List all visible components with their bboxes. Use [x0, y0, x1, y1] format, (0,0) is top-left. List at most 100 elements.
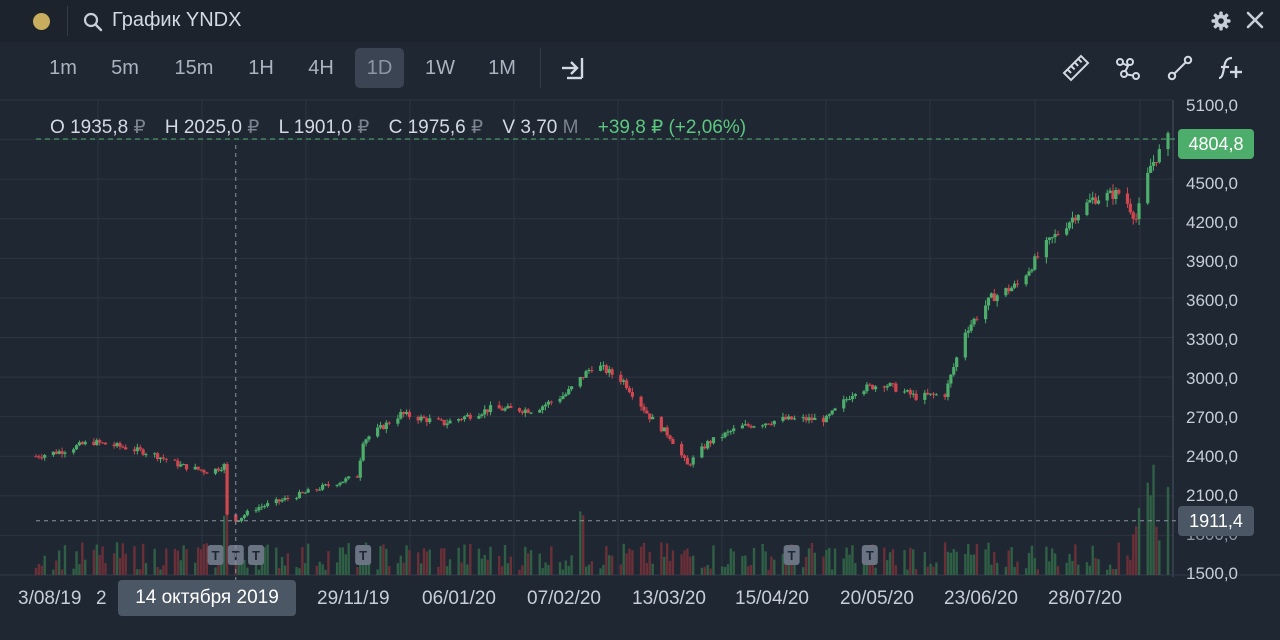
candle-body	[83, 441, 87, 445]
volume-bar	[425, 551, 429, 575]
timeframe-1h[interactable]: 1H	[248, 57, 274, 79]
volume-bar	[567, 565, 570, 575]
candle-body	[112, 444, 116, 447]
volume-bar	[1077, 564, 1080, 575]
volume-bar	[544, 562, 547, 575]
candle-body	[51, 451, 55, 456]
volume-bar	[318, 561, 321, 575]
volume-bar	[78, 564, 81, 575]
candle-body	[619, 374, 623, 382]
volume-bar	[304, 563, 307, 575]
timeframe-4h[interactable]: 4H	[308, 57, 334, 79]
y-tick-label: 2400,0	[1186, 447, 1238, 466]
candle-body	[1088, 199, 1092, 203]
volume-bar	[104, 562, 107, 575]
volume-bar	[214, 567, 217, 575]
candle-body	[1134, 218, 1138, 220]
volume-bar	[144, 563, 148, 575]
close-label: C	[388, 117, 403, 138]
gear-icon[interactable]	[1211, 11, 1231, 31]
candle-body	[1070, 217, 1075, 223]
volume-bar	[720, 566, 724, 575]
timeframe-1mo[interactable]: 1M	[488, 57, 516, 79]
close-icon[interactable]	[1245, 10, 1265, 30]
candle-body	[1149, 165, 1153, 173]
volume-bar	[341, 547, 345, 575]
volume-bar	[283, 565, 287, 575]
window-status-dot[interactable]	[33, 13, 50, 30]
candle-body	[642, 406, 646, 411]
volume-bar	[883, 547, 886, 575]
timeframe-15m[interactable]: 15m	[174, 57, 214, 79]
candle-body	[103, 442, 108, 445]
volume-bar	[804, 556, 808, 575]
search-icon[interactable]	[83, 12, 103, 32]
volume-bar	[298, 568, 301, 575]
candle-body	[497, 405, 501, 409]
volume-bar	[121, 543, 125, 575]
x-tick-label: 2	[96, 588, 107, 609]
timeframe-1w[interactable]: 1W	[425, 57, 455, 79]
volume-bar	[84, 559, 87, 575]
volume-bar	[689, 556, 692, 575]
trend-line-icon[interactable]	[1166, 54, 1194, 82]
candle-body	[862, 391, 866, 395]
volume-bar	[1016, 561, 1019, 575]
candle-body	[680, 443, 684, 456]
volume-bar	[176, 550, 180, 575]
candle-body	[668, 435, 672, 440]
candle-body	[294, 498, 299, 500]
volume-bar	[1132, 534, 1135, 575]
candle-body	[801, 417, 805, 419]
volume-bar	[1149, 495, 1152, 575]
x-tick-label: 28/07/20	[1048, 588, 1122, 609]
candle-body	[506, 406, 510, 409]
timeframe-5m[interactable]: 5m	[111, 57, 139, 79]
candle-body	[77, 442, 82, 446]
candle-body	[260, 506, 264, 508]
event-marker-label: T	[788, 548, 796, 563]
volume-bar	[822, 556, 825, 575]
pattern-tool-icon[interactable]	[1115, 54, 1143, 82]
volume-bar	[1129, 559, 1132, 575]
volume-value: 3,70	[520, 117, 558, 138]
candle-body	[1024, 275, 1028, 285]
scroll-to-end-icon[interactable]	[559, 54, 587, 82]
candle-body	[138, 447, 142, 450]
volume-bar	[437, 566, 440, 575]
volume-bar	[1085, 562, 1089, 575]
window-title[interactable]: График YNDX	[112, 9, 242, 31]
candle-body	[219, 469, 223, 471]
timeframe-1m[interactable]: 1m	[49, 57, 77, 79]
candle-body	[746, 424, 750, 426]
volume-bar	[891, 549, 895, 575]
volume-bar	[691, 555, 695, 575]
candle-body	[526, 409, 530, 413]
candle-body	[1053, 234, 1057, 238]
volume-bar	[280, 556, 284, 575]
volume-bar	[987, 542, 990, 575]
candle-body	[477, 415, 481, 419]
candle-body	[1065, 228, 1069, 235]
volume-bar	[321, 564, 324, 575]
volume-bar	[98, 554, 101, 575]
volume-bar	[165, 548, 168, 575]
candle-body	[752, 426, 756, 428]
volume-bar	[159, 569, 162, 575]
candle-body	[303, 492, 307, 494]
volume-bar	[199, 549, 203, 575]
candle-body	[610, 369, 614, 375]
timeframe-1d[interactable]: 1D	[355, 48, 404, 88]
candle-body	[691, 457, 695, 465]
volume-bar	[926, 566, 929, 575]
volume-bar	[518, 569, 521, 575]
candle-body	[546, 401, 551, 405]
ruler-icon[interactable]	[1062, 54, 1090, 82]
candle-body	[364, 439, 368, 444]
candle-body	[1128, 203, 1132, 213]
candle-body	[630, 392, 634, 397]
candle-body	[277, 499, 281, 502]
add-indicator-icon[interactable]	[1216, 54, 1244, 82]
candle-body	[1004, 288, 1008, 296]
